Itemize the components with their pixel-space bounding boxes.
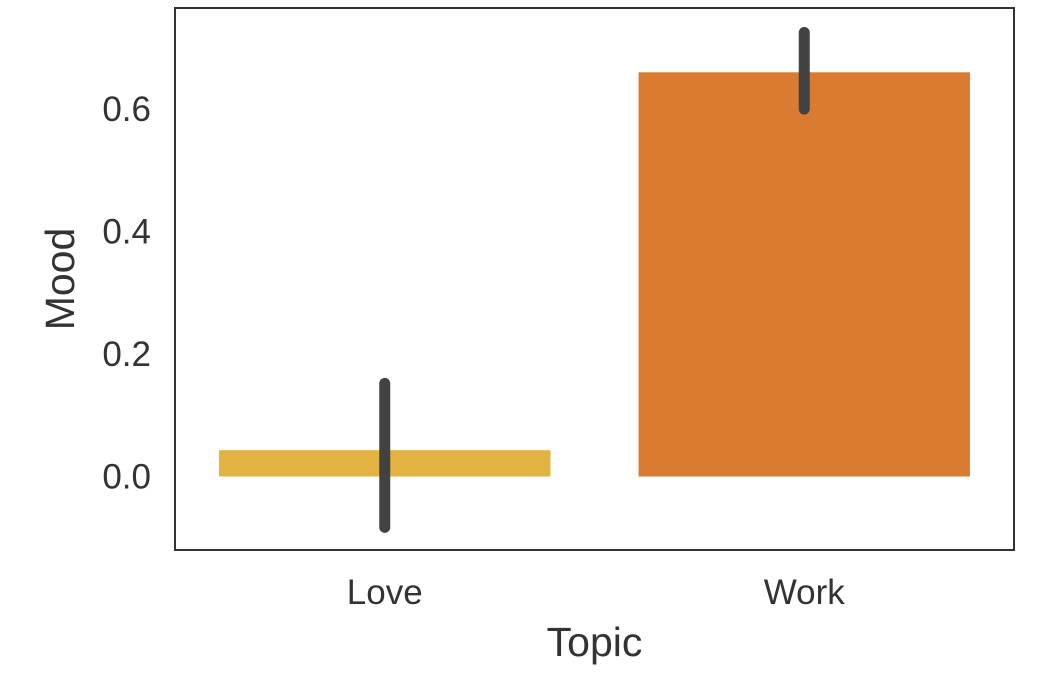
x-tick-label: Work [764,573,846,612]
y-tick-label: 0.2 [102,335,151,374]
x-axis-label: Topic [547,619,643,665]
y-tick-label: 0.6 [102,90,151,129]
y-tick-label: 0.4 [102,213,151,252]
y-tick-labels: 0.0 0.2 0.4 0.6 [102,90,151,496]
plot-frame [174,7,1015,551]
y-axis-label: Mood [37,228,83,331]
x-tick-label: Love [347,573,423,612]
x-tick-labels: Love Work [347,573,845,612]
bar-work [638,72,970,477]
y-tick-label: 0.0 [102,458,151,497]
bars-layer [219,72,970,477]
error-bars-layer [379,26,810,533]
